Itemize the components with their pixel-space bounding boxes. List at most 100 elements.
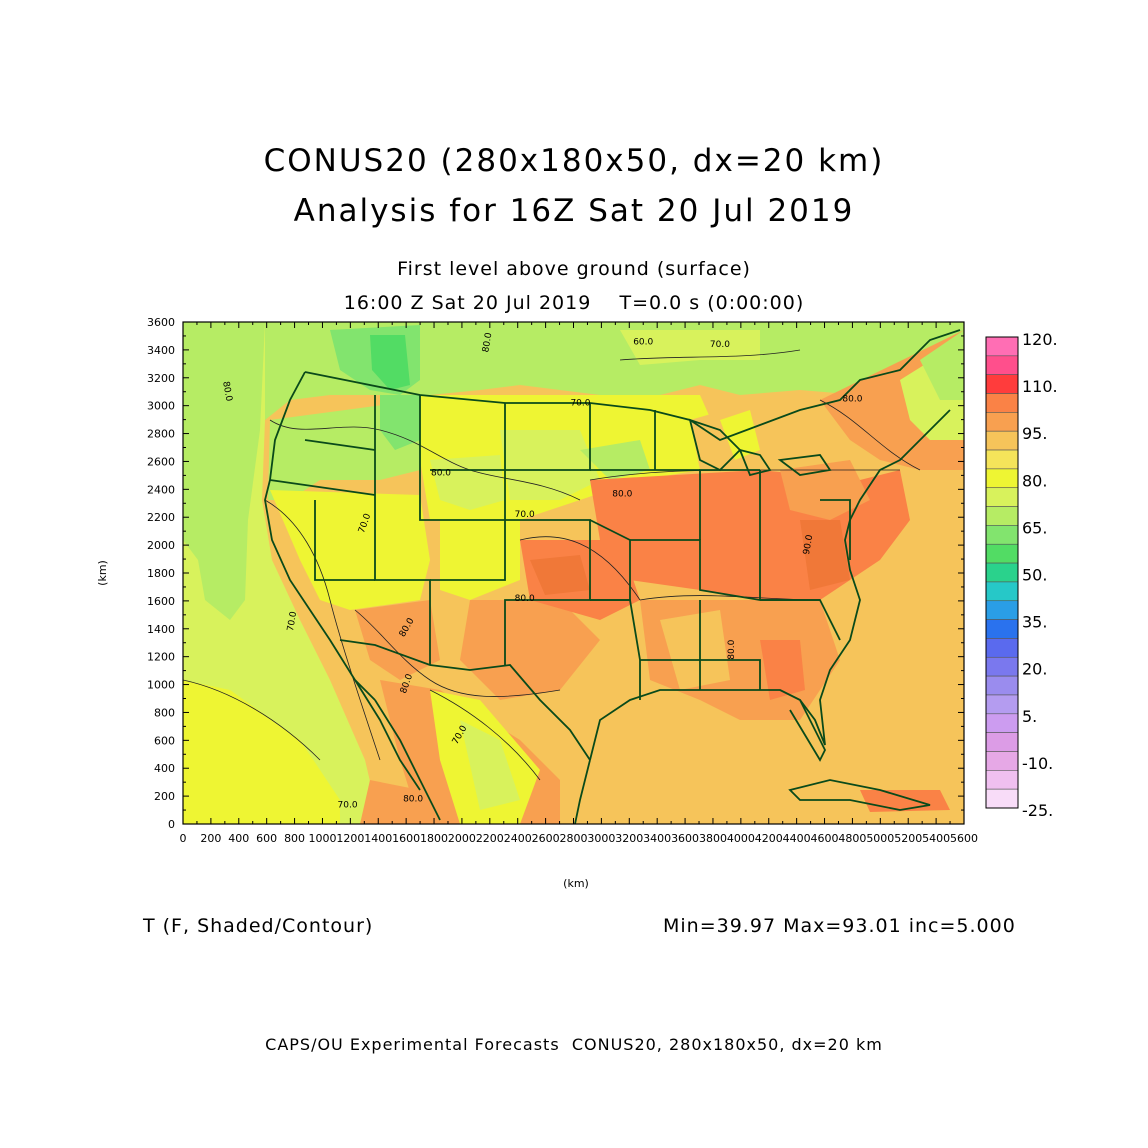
x-tick-label: 3800 xyxy=(699,832,727,845)
contour-label: 80.0 xyxy=(515,594,535,604)
contour-label: 60.0 xyxy=(633,337,653,347)
y-axis-label: (km) xyxy=(96,560,109,586)
x-tick-label: 200 xyxy=(200,832,221,845)
contour-label: 70.0 xyxy=(570,399,590,409)
valid-time-label: 16:00 Z Sat 20 Jul 2019 T=0.0 s (0:00:00… xyxy=(343,292,805,314)
colorbar-swatch xyxy=(985,393,1019,413)
y-tick-label: 400 xyxy=(154,762,175,775)
colorbar: 120. 110. 95. 80. 65. 50. 35. 20. 5. -10. -25. xyxy=(985,330,1058,820)
x-tick-label: 1800 xyxy=(420,832,448,845)
y-tick-label: 600 xyxy=(154,734,175,747)
colorbar-swatch xyxy=(985,543,1019,564)
y-tick-label: 800 xyxy=(154,706,175,719)
x-axis-label: (km) xyxy=(563,877,589,890)
y-tick-label: 2400 xyxy=(147,483,175,496)
contour-label: 80.0 xyxy=(842,394,862,404)
colorbar-swatch xyxy=(985,581,1019,602)
x-tick-label: 1600 xyxy=(392,832,420,845)
x-tick-label: 2600 xyxy=(532,832,560,845)
map-title: CONUS20 (280x180x50, dx=20 km) xyxy=(263,143,885,179)
colorbar-swatch xyxy=(985,562,1019,583)
colorbar-label: 35. xyxy=(1022,613,1047,632)
colorbar-swatch xyxy=(985,713,1019,733)
colorbar-swatch xyxy=(985,487,1019,507)
colorbar-label: 65. xyxy=(1022,518,1047,537)
contour-label: 80.0 xyxy=(403,795,423,805)
colorbar-label: 110. xyxy=(1022,377,1058,396)
colorbar-swatch xyxy=(985,675,1019,696)
x-tick-label: 0 xyxy=(180,832,187,845)
contour-label: 70.0 xyxy=(338,800,358,810)
y-tick-label: 3600 xyxy=(147,316,175,329)
x-tick-label: 4600 xyxy=(811,832,839,845)
level-label: First level above ground (surface) xyxy=(397,258,751,280)
x-tick-label: 3600 xyxy=(671,832,699,845)
contour-label: 70.0 xyxy=(286,610,299,632)
contour-label: 90.0 xyxy=(802,534,815,556)
x-tick-label: 3000 xyxy=(587,832,615,845)
colorbar-swatch xyxy=(985,732,1019,752)
y-tick-label: 1800 xyxy=(147,567,175,580)
y-tick-label: 1400 xyxy=(147,623,175,636)
footer-credit: CAPS/OU Experimental Forecasts CONUS20, … xyxy=(265,1035,883,1054)
colorbar-swatch xyxy=(985,638,1019,658)
x-tick-label: 5200 xyxy=(894,832,922,845)
political-boundaries xyxy=(264,329,961,824)
map-subtitle: Analysis for 16Z Sat 20 Jul 2019 xyxy=(293,193,855,229)
x-tick-label: 400 xyxy=(228,832,249,845)
x-axis: 0 200 400 600 800 1000 1200 1400 1600 1800 2000 220… xyxy=(180,322,978,845)
field-label: T (F, Shaded/Contour) xyxy=(143,915,374,937)
contour-lines xyxy=(183,349,921,781)
colorbar-swatch xyxy=(985,525,1019,545)
y-tick-label: 1000 xyxy=(147,679,175,692)
colorbar-swatch xyxy=(985,468,1019,489)
field-stats: Min=39.97 Max=93.01 inc=5.000 xyxy=(663,915,1016,937)
colorbar-swatch xyxy=(985,751,1019,771)
colorbar-label: 80. xyxy=(1022,471,1047,490)
y-axis: 0 200 400 600 800 1000 1200 1400 1600 1800 2000 220… xyxy=(147,316,964,831)
colorbar-swatch xyxy=(985,788,1019,809)
x-tick-label: 2000 xyxy=(448,832,476,845)
colorbar-swatch xyxy=(985,430,1019,451)
x-tick-label: 4400 xyxy=(783,832,811,845)
colorbar-label: 95. xyxy=(1022,424,1047,443)
x-tick-label: 4800 xyxy=(838,832,866,845)
x-tick-label: 4000 xyxy=(727,832,755,845)
colorbar-label: 50. xyxy=(1022,566,1047,585)
colorbar-label: 5. xyxy=(1022,707,1037,726)
y-tick-label: 3000 xyxy=(147,400,175,413)
colorbar-swatch xyxy=(985,619,1019,639)
colorbar-swatch xyxy=(985,506,1019,526)
contour-label: 70.0 xyxy=(710,340,730,350)
contour-label: 70.0 xyxy=(515,510,535,520)
colorbar-swatch xyxy=(985,355,1019,375)
y-tick-label: 2800 xyxy=(147,428,175,441)
x-tick-label: 5000 xyxy=(866,832,894,845)
colorbar-label: 120. xyxy=(1022,330,1058,349)
y-tick-label: 1200 xyxy=(147,651,175,664)
colorbar-swatch xyxy=(985,336,1019,357)
x-tick-label: 1200 xyxy=(336,832,364,845)
colorbar-swatch xyxy=(985,412,1019,432)
x-tick-label: 3400 xyxy=(643,832,671,845)
colorbar-label: -10. xyxy=(1022,754,1053,773)
y-tick-label: 0 xyxy=(168,818,175,831)
x-tick-label: 5400 xyxy=(922,832,950,845)
y-tick-label: 2000 xyxy=(147,539,175,552)
y-tick-label: 2200 xyxy=(147,511,175,524)
colorbar-frame xyxy=(985,336,1019,809)
colorbar-swatch xyxy=(985,374,1019,394)
x-tick-label: 2200 xyxy=(476,832,504,845)
contour-label: 80.0 xyxy=(220,381,233,403)
x-tick-label: 2800 xyxy=(560,832,588,845)
y-tick-label: 3200 xyxy=(147,372,175,385)
colorbar-swatch xyxy=(985,600,1019,620)
colorbar-label: -25. xyxy=(1022,801,1053,820)
x-tick-label: 4200 xyxy=(755,832,783,845)
colorbar-swatch xyxy=(985,770,1019,790)
colorbar-swatch xyxy=(985,694,1019,715)
y-tick-label: 1600 xyxy=(147,595,175,608)
x-tick-label: 600 xyxy=(256,832,277,845)
contour-label: 80.0 xyxy=(481,332,494,354)
